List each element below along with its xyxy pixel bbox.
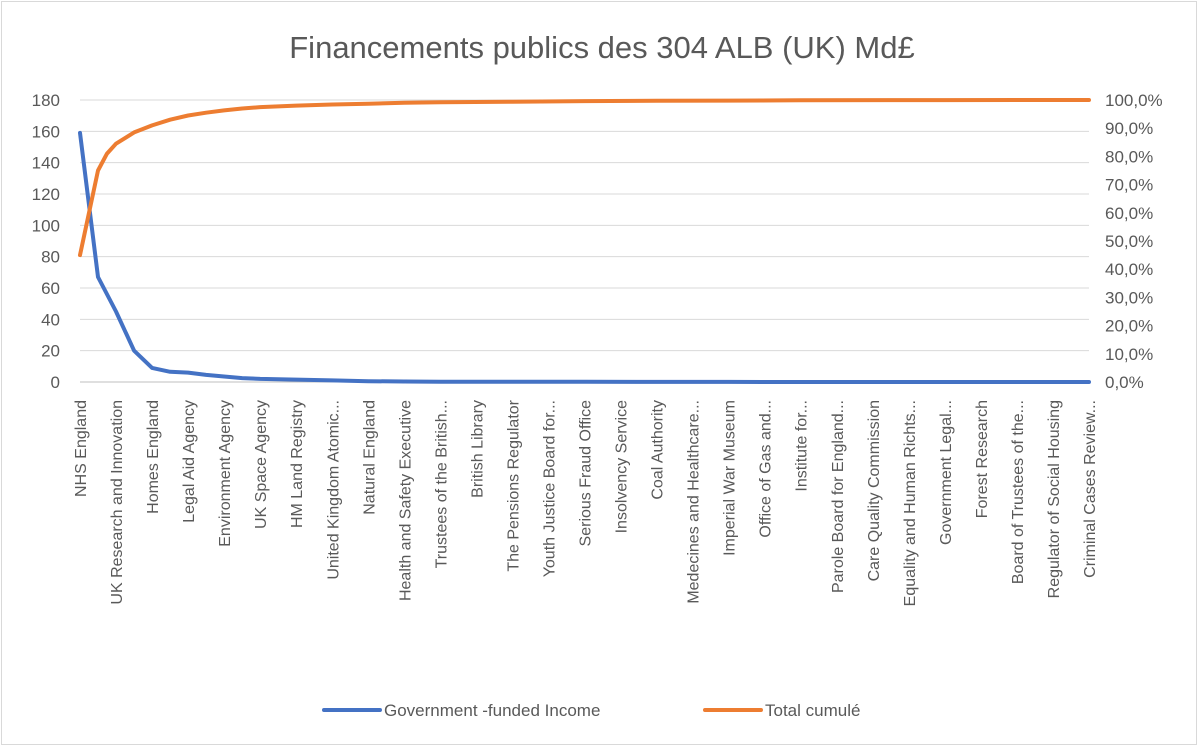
x-tick-label: Serious Fraud Office bbox=[578, 400, 595, 547]
x-tick-label: Parole Board for England... bbox=[830, 400, 847, 593]
x-tick-label: Environment Agency bbox=[217, 400, 234, 547]
y-left-tick-label: 120 bbox=[32, 185, 60, 204]
y-right-tick-label: 10,0% bbox=[1105, 345, 1153, 364]
x-tick-label: Coal Authority bbox=[650, 400, 667, 500]
gridlines bbox=[80, 99, 1089, 383]
y-left-tick-label: 60 bbox=[41, 279, 60, 298]
axes: 0 20 40 60 80 100 120 140 160 180 0,0% 10,0% 20,0% 30… bbox=[32, 91, 1163, 606]
y-left-tick-label: 40 bbox=[41, 310, 60, 329]
chart-title: Financements publics des 304 ALB (UK) Md… bbox=[289, 30, 914, 65]
x-tick-label: Criminal Cases Review... bbox=[1082, 400, 1099, 578]
legend-label: Government -funded Income bbox=[384, 701, 600, 720]
y-right-tick-label: 70,0% bbox=[1105, 176, 1153, 195]
y-right-tick-label: 100,0% bbox=[1105, 91, 1163, 110]
x-tick-label: Forest Research bbox=[974, 400, 991, 518]
y-right-tick-label: 40,0% bbox=[1105, 260, 1153, 279]
y-left-tick-label: 140 bbox=[32, 154, 60, 173]
x-tick-label: Legal Aid Agency bbox=[181, 400, 198, 523]
x-tick-label: Health and Safety Executive bbox=[397, 400, 414, 601]
y-right-tick-label: 80,0% bbox=[1105, 147, 1153, 166]
y-right-tick-label: 60,0% bbox=[1105, 204, 1153, 223]
y-left-tick-label: 20 bbox=[41, 342, 60, 361]
series bbox=[78, 98, 1091, 384]
x-tick-label: Care Quality Commission bbox=[866, 400, 883, 581]
x-tick-label: Insolvency Service bbox=[614, 400, 631, 533]
x-tick-label: Regulator of Social Housing bbox=[1046, 400, 1063, 598]
x-tick-label: Natural England bbox=[361, 400, 378, 515]
legend: Government -funded Income Total cumulé bbox=[322, 701, 860, 720]
x-tick-label: Medecines and Healthcare... bbox=[686, 400, 703, 604]
y-right-tick-label: 30,0% bbox=[1105, 288, 1153, 307]
x-tick-label: Imperial War Museum bbox=[722, 400, 739, 556]
y-left-tick-label: 160 bbox=[32, 122, 60, 141]
x-tick-label: Trustees of the British... bbox=[433, 400, 450, 568]
x-tick-label: UK Space Agency bbox=[253, 400, 270, 529]
y-left-tick-label: 80 bbox=[41, 248, 60, 267]
x-tick-label: HM Land Registry bbox=[289, 400, 306, 528]
series-line-1 bbox=[78, 130, 1091, 384]
x-tick-label: Office of Gas and... bbox=[758, 400, 775, 538]
legend-label: Total cumulé bbox=[765, 701, 860, 720]
x-tick-label: Youth Justice Board for... bbox=[541, 400, 558, 577]
y-right-tick-label: 50,0% bbox=[1105, 232, 1153, 251]
x-tick-label: NHS England bbox=[73, 400, 90, 497]
x-tick-label: United Kingdom Atomic... bbox=[325, 400, 342, 580]
y-left-tick-label: 100 bbox=[32, 216, 60, 235]
x-tick-label: British Library bbox=[469, 400, 486, 498]
x-tick-label: UK Research and Innovation bbox=[109, 400, 126, 605]
x-tick-label: Institute for... bbox=[794, 400, 811, 492]
x-tick-label: The Pensions Regulator bbox=[505, 399, 522, 571]
x-tick-label: Government Legal... bbox=[938, 400, 955, 545]
y-right-tick-label: 90,0% bbox=[1105, 119, 1153, 138]
series-line-2 bbox=[78, 98, 1091, 258]
y-right-tick-label: 0,0% bbox=[1105, 373, 1144, 392]
x-tick-label: Board of Trustees of the... bbox=[1010, 400, 1027, 584]
y-right-tick-label: 20,0% bbox=[1105, 317, 1153, 336]
x-tick-label: Equality and Human Richts... bbox=[902, 400, 919, 606]
y-left-tick-label: 180 bbox=[32, 91, 60, 110]
x-tick-label: Homes England bbox=[145, 400, 162, 514]
y-left-tick-label: 0 bbox=[51, 373, 60, 392]
